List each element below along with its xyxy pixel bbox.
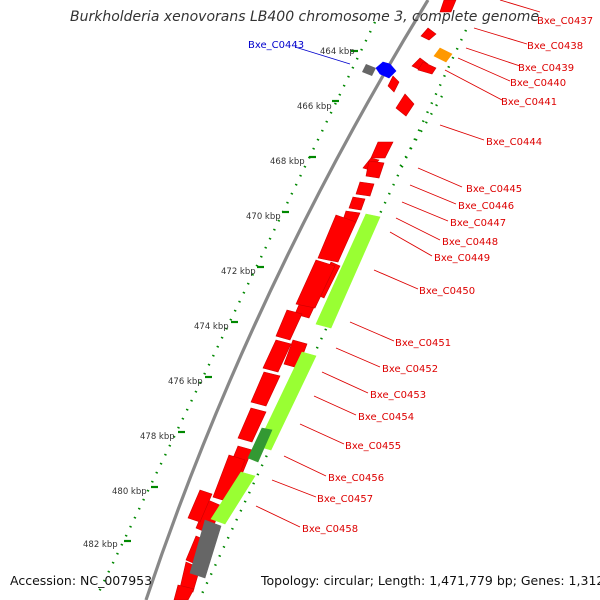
gene-feature-bxe_c0447 bbox=[355, 181, 375, 197]
gene-label-bxe_c0440: Bxe_C0440 bbox=[510, 78, 566, 89]
leader-line bbox=[444, 69, 503, 101]
ruler-line bbox=[94, 21, 377, 599]
gene-feature-bxe_c0443 bbox=[375, 61, 397, 79]
gene-label-bxe_c0448: Bxe_C0448 bbox=[442, 237, 498, 248]
ruler-tick-label: 470 kbp bbox=[246, 212, 281, 222]
ruler-tick-label: 474 kbp bbox=[194, 322, 229, 332]
gene-label-bxe_c0449: Bxe_C0449 bbox=[434, 253, 490, 264]
leader-line bbox=[313, 395, 357, 416]
topology-text: Topology: circular; Length: 1,471,779 bp… bbox=[261, 573, 600, 588]
gene-label-bxe_c0456: Bxe_C0456 bbox=[328, 473, 384, 484]
gene-label-bxe_c0437: Bxe_C0437 bbox=[537, 16, 593, 27]
ruler-tick-label: 476 kbp bbox=[168, 377, 203, 387]
gene-label-bxe_c0454: Bxe_C0454 bbox=[358, 412, 414, 423]
gene-feature-unlabeled bbox=[173, 584, 195, 600]
leader-line bbox=[465, 47, 521, 67]
gene-feature-unlabeled bbox=[237, 407, 267, 443]
gene-feature-bxe_c0444 bbox=[395, 93, 415, 117]
gene-label-bxe_c0457: Bxe_C0457 bbox=[317, 494, 373, 505]
gene-feature-unlabeled bbox=[262, 339, 292, 373]
gene-feature-bxe_c0448 bbox=[348, 196, 366, 211]
gene-feature-bxe_c0438 bbox=[420, 27, 437, 41]
gene-label-bxe_c0445: Bxe_C0445 bbox=[466, 184, 522, 195]
gene-feature-unlabeled bbox=[250, 371, 281, 407]
leader-line bbox=[457, 57, 511, 82]
gene-feature-bxe_c0446 bbox=[365, 160, 385, 179]
ruler-tick-label: 472 kbp bbox=[221, 267, 256, 277]
gene-feature-bxe_c0458 bbox=[189, 519, 222, 579]
gene-label-bxe_c0438: Bxe_C0438 bbox=[527, 41, 583, 52]
ruler-tick-label: 480 kbp bbox=[112, 487, 147, 497]
leader-line bbox=[439, 124, 485, 141]
gene-label-bxe_c0451: Bxe_C0451 bbox=[395, 338, 451, 349]
gene-feature-unlabeled bbox=[187, 489, 213, 523]
gene-feature-bxe_c0451 bbox=[317, 214, 357, 263]
accession-text: Accession: NC_007953 bbox=[10, 573, 153, 588]
leader-line bbox=[299, 423, 345, 445]
gene-label-bxe_c0443: Bxe_C0443 bbox=[248, 40, 304, 51]
gene-label-bxe_c0458: Bxe_C0458 bbox=[302, 524, 358, 535]
ruler-tick-label: 466 kbp bbox=[297, 102, 332, 112]
leader-line bbox=[409, 184, 457, 205]
leader-line bbox=[349, 321, 395, 342]
gene-feature-bxe_c0440 bbox=[433, 47, 453, 63]
leader-line bbox=[294, 46, 351, 65]
gene-label-bxe_c0452: Bxe_C0452 bbox=[382, 364, 438, 375]
gene-label-bxe_c0447: Bxe_C0447 bbox=[450, 218, 506, 229]
ruler-tick-label: 468 kbp bbox=[270, 157, 305, 167]
leader-line bbox=[335, 347, 381, 368]
ruler-tick-label: 478 kbp bbox=[140, 432, 175, 442]
map-title: Burkholderia xenovorans LB400 chromosome… bbox=[70, 9, 540, 25]
leader-line bbox=[321, 371, 369, 394]
gene-feature-bxe_c0452 bbox=[295, 259, 336, 309]
gene-label-bxe_c0450: Bxe_C0450 bbox=[419, 286, 475, 297]
leader-line bbox=[499, 0, 541, 13]
ruler-tick-label: 464 kbp bbox=[320, 47, 355, 57]
gene-label-bxe_c0455: Bxe_C0455 bbox=[345, 441, 401, 452]
leader-line bbox=[283, 455, 327, 477]
ruler-tick-label: 482 kbp bbox=[83, 540, 118, 550]
gene-feature-bxe_c0437 bbox=[439, 0, 457, 13]
gene-feature-bxe_c0441 bbox=[417, 61, 437, 75]
gene-feature-bxe_c0445 bbox=[370, 141, 394, 159]
gene-feature-unlabeled bbox=[275, 309, 303, 341]
leader-line bbox=[255, 505, 301, 528]
gene-label-bxe_c0441: Bxe_C0441 bbox=[501, 97, 557, 108]
gene-label-bxe_c0444: Bxe_C0444 bbox=[486, 137, 542, 148]
leader-line bbox=[473, 27, 528, 45]
gene-feature-bxe_c0450 bbox=[315, 213, 381, 329]
gene-label-bxe_c0439: Bxe_C0439 bbox=[518, 63, 574, 74]
leader-line bbox=[271, 479, 317, 498]
leader-line bbox=[389, 231, 433, 257]
gene-feature-grey bbox=[362, 64, 376, 76]
leader-line bbox=[417, 167, 463, 188]
gene-feature-bxe_c0457 bbox=[210, 471, 256, 525]
gene-label-bxe_c0446: Bxe_C0446 bbox=[458, 201, 514, 212]
gene-feature-unlabeled bbox=[387, 75, 400, 93]
leader-line bbox=[373, 269, 419, 290]
gene-feature-bxe_c0455 bbox=[247, 427, 273, 463]
leader-line bbox=[395, 217, 441, 241]
gene-feature-bxe_c0454 bbox=[256, 351, 317, 451]
leader-line bbox=[401, 201, 449, 222]
gene-label-bxe_c0453: Bxe_C0453 bbox=[370, 390, 426, 401]
chromosome-backbone bbox=[144, 0, 430, 600]
